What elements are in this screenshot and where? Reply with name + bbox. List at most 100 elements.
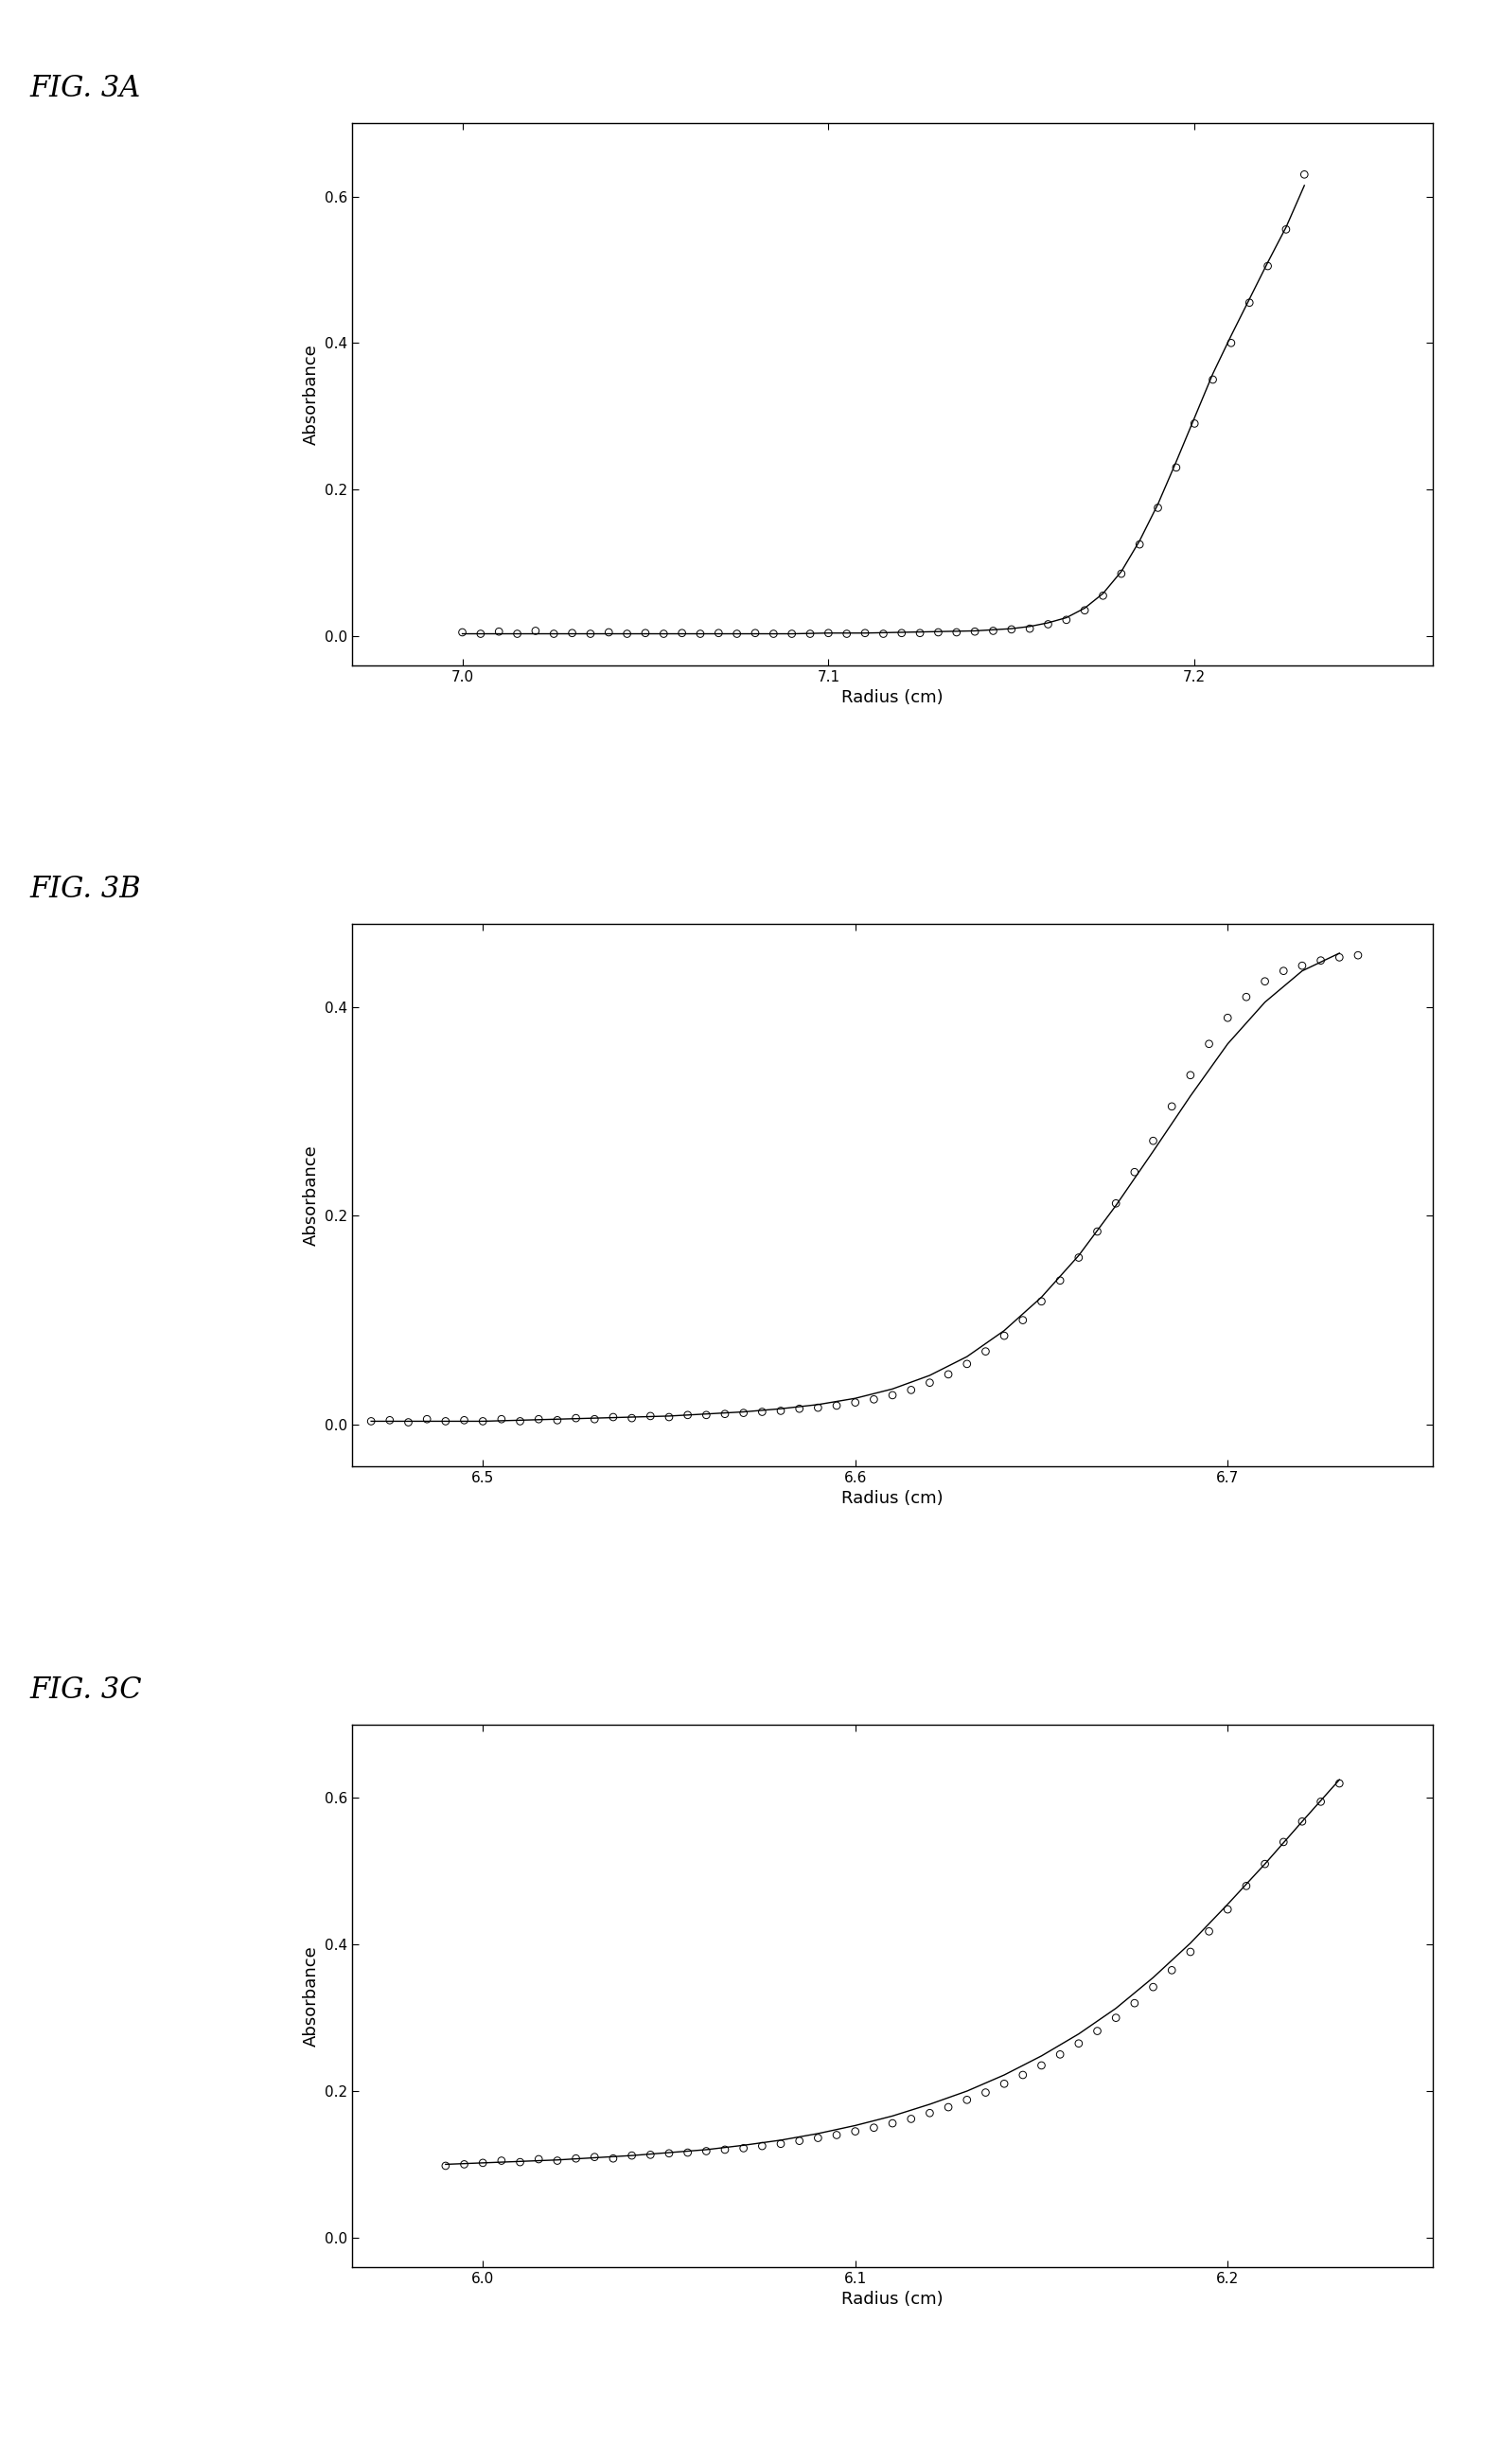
Point xyxy=(706,614,730,653)
Point xyxy=(1274,209,1298,249)
Point xyxy=(936,1355,960,1395)
Point xyxy=(688,614,712,653)
Point xyxy=(1234,1865,1258,1905)
Point xyxy=(639,2136,663,2176)
Point xyxy=(788,2122,812,2161)
Point xyxy=(1179,1055,1203,1094)
Point xyxy=(1128,525,1152,564)
Point xyxy=(378,1400,402,1439)
Point xyxy=(712,1395,736,1434)
Point xyxy=(564,2139,588,2178)
Text: FIG. 3B: FIG. 3B xyxy=(30,875,141,904)
Point xyxy=(1164,448,1188,488)
Point xyxy=(732,2129,756,2168)
Point xyxy=(471,2144,495,2183)
Point xyxy=(639,1397,663,1437)
Point xyxy=(1290,946,1314,986)
Point xyxy=(853,614,877,653)
Point xyxy=(675,1395,699,1434)
Point xyxy=(862,1380,886,1419)
X-axis label: Radius (cm): Radius (cm) xyxy=(842,690,943,707)
Point xyxy=(918,2094,942,2134)
Point xyxy=(1220,323,1244,362)
Point xyxy=(1293,155,1317,195)
Point xyxy=(834,614,858,653)
Point xyxy=(433,2146,457,2186)
Point xyxy=(488,611,512,650)
Point xyxy=(1142,1966,1166,2006)
Point xyxy=(433,1402,457,1441)
Point xyxy=(416,1400,440,1439)
Point xyxy=(620,1400,644,1439)
Point xyxy=(816,614,840,653)
Point xyxy=(615,614,639,653)
Point xyxy=(1160,1087,1184,1126)
Point xyxy=(1197,1025,1221,1064)
Point xyxy=(1238,283,1262,323)
Point xyxy=(1252,1843,1276,1882)
Text: FIG. 3A: FIG. 3A xyxy=(30,74,141,103)
Point xyxy=(564,1400,588,1439)
Point xyxy=(1090,577,1115,616)
Point xyxy=(992,2065,1016,2104)
Point xyxy=(750,2126,774,2166)
Point xyxy=(1197,1912,1221,1951)
Point xyxy=(542,614,566,653)
Point xyxy=(712,2129,736,2168)
Point xyxy=(1066,1237,1090,1276)
Point xyxy=(602,2139,625,2178)
Point xyxy=(489,2141,513,2181)
Point xyxy=(798,614,822,653)
Point xyxy=(657,2134,681,2173)
Point xyxy=(1054,601,1078,641)
Point xyxy=(927,614,951,653)
Point xyxy=(999,609,1023,648)
Point xyxy=(724,614,748,653)
Point xyxy=(546,2141,570,2181)
Point xyxy=(358,1402,382,1441)
Point xyxy=(468,614,492,653)
Point xyxy=(694,1395,718,1434)
Point xyxy=(1122,1984,1146,2023)
Point xyxy=(670,614,694,653)
Point xyxy=(1104,1998,1128,2038)
Point xyxy=(1036,604,1060,643)
Point xyxy=(918,1363,942,1402)
Point xyxy=(651,614,675,653)
Point xyxy=(963,611,987,650)
Point xyxy=(1122,1153,1146,1193)
Point xyxy=(1179,1932,1203,1971)
Point xyxy=(1310,1781,1334,1821)
Point xyxy=(526,2139,550,2178)
Point xyxy=(526,1400,550,1439)
Point xyxy=(509,1402,532,1441)
Point xyxy=(620,2136,644,2176)
Point xyxy=(579,614,603,653)
Point xyxy=(1086,1212,1110,1252)
Point xyxy=(1066,2023,1090,2062)
Point xyxy=(471,1402,495,1441)
Point xyxy=(546,1400,570,1439)
Y-axis label: Absorbance: Absorbance xyxy=(303,1143,319,1247)
Point xyxy=(1160,1951,1184,1991)
Point xyxy=(945,614,969,653)
Point xyxy=(1346,936,1370,976)
Point xyxy=(1029,1281,1053,1321)
Point xyxy=(981,611,1005,650)
Point xyxy=(908,614,932,653)
Point xyxy=(675,2134,699,2173)
Point xyxy=(1272,1823,1296,1863)
Point xyxy=(843,1382,867,1422)
Point xyxy=(974,1331,998,1370)
Point xyxy=(732,1392,756,1432)
Point xyxy=(890,614,914,653)
Point xyxy=(1142,1121,1166,1161)
Point xyxy=(633,614,657,653)
Point xyxy=(1215,1890,1239,1929)
Point xyxy=(1202,360,1226,399)
Point xyxy=(602,1397,625,1437)
Point xyxy=(396,1402,420,1441)
Point xyxy=(762,614,786,653)
Point xyxy=(974,2072,998,2112)
Point xyxy=(1110,554,1134,594)
